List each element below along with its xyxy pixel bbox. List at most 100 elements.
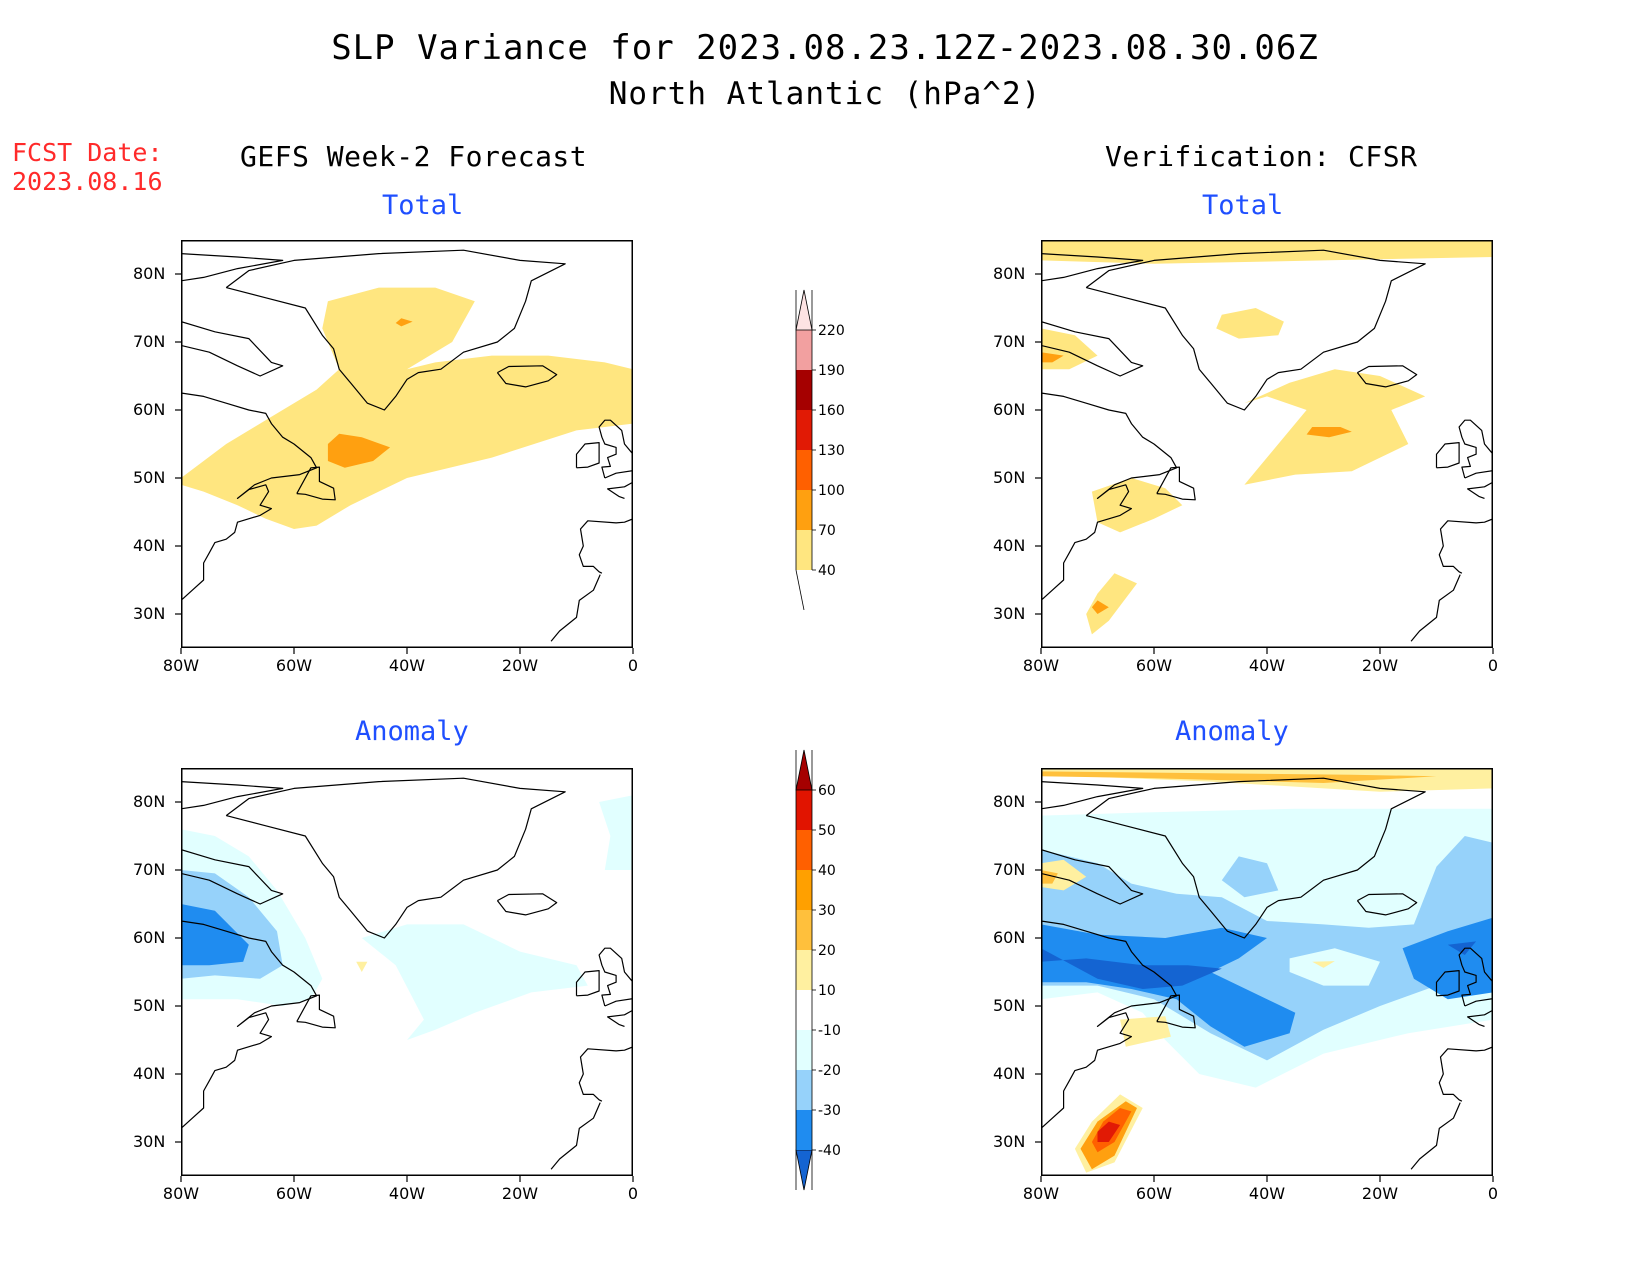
lat-tick-label: 70N <box>133 332 166 351</box>
coastline <box>550 574 601 642</box>
coastline <box>225 249 566 411</box>
lat-tick-label: 40N <box>133 536 166 555</box>
contour-fill-paleyellow <box>1120 1016 1171 1047</box>
coastline <box>1467 999 1493 1027</box>
fcst-date-block: FCST Date: 2023.08.16 <box>12 138 163 196</box>
lat-tick-label: 60N <box>133 400 166 419</box>
lon-tick-label: 60W <box>1135 1184 1173 1203</box>
colorbar-total: 40 70 100 130 160 190 220 <box>795 289 845 610</box>
axis-ticks <box>175 801 634 1182</box>
lat-tick-label: 50N <box>133 468 166 487</box>
coastline <box>181 849 284 905</box>
coastline <box>598 947 633 1007</box>
coastline <box>1438 518 1493 574</box>
coastline <box>575 970 600 997</box>
coastline <box>496 365 558 388</box>
colorbar-swatch <box>796 870 812 910</box>
contour-fill-orange <box>327 433 391 468</box>
colorbar-label: 100 <box>818 483 845 499</box>
colorbar-label: 40 <box>818 563 836 579</box>
coastline <box>1041 321 1144 377</box>
column-heading-verification: Verification: CFSR <box>1105 140 1418 173</box>
coastline <box>1085 777 1426 939</box>
coastline <box>1467 471 1493 499</box>
lat-tick-label: 50N <box>993 468 1026 487</box>
colorbar-anomaly: -40 -30 -20 -10 10 20 30 40 50 60 <box>795 749 841 1191</box>
contour-fill-orange <box>1041 352 1064 363</box>
lon-tick-label: 80W <box>162 1184 200 1203</box>
coastline <box>296 466 336 501</box>
colorbar-label: -20 <box>818 1063 841 1079</box>
lat-tick-label: 60N <box>993 928 1026 947</box>
coastline <box>1435 970 1460 997</box>
contour-fill-lightorange <box>1041 870 1058 884</box>
page-subtitle: North Atlantic (hPa^2) <box>608 76 1042 112</box>
colorbar-swatch <box>796 910 812 950</box>
colorbar-label: 60 <box>818 783 836 799</box>
coastline <box>1458 947 1493 1007</box>
lon-tick-label: 80W <box>1022 656 1060 675</box>
coastline <box>1041 920 1178 1129</box>
panel-label-verif-anomaly: Anomaly <box>1175 716 1289 747</box>
contour-fill-orange <box>395 318 413 327</box>
coastline <box>1356 893 1418 916</box>
page-title: SLP Variance for 2023.08.23.12Z-2023.08.… <box>331 28 1319 68</box>
contour-fill-paleyellow <box>1312 961 1335 968</box>
lat-tick-label: 40N <box>133 1064 166 1083</box>
colorbar-swatch <box>796 1110 812 1150</box>
contour-fill-yellow <box>181 287 633 529</box>
lat-tick-label: 80N <box>993 792 1026 811</box>
map-frame <box>1041 768 1493 1176</box>
colorbar-swatch <box>795 749 813 791</box>
colorbar-swatch <box>796 990 812 1030</box>
contour-fill-cyan <box>599 795 633 870</box>
lat-tick-label: 80N <box>993 264 1026 283</box>
coastline <box>1041 781 1144 810</box>
lon-tick-label: 40W <box>1248 656 1286 675</box>
lon-tick-label: 0 <box>1487 1184 1499 1203</box>
colorbar-label: -40 <box>818 1143 841 1159</box>
lon-tick-label: 60W <box>275 656 313 675</box>
colorbar-label: 30 <box>818 903 836 919</box>
colorbar-label: 40 <box>818 863 836 879</box>
colorbar-swatch <box>795 1149 813 1191</box>
panel-label-fcst-total: Total <box>382 190 464 221</box>
coastline <box>1156 466 1196 501</box>
lon-tick-label: 0 <box>627 656 639 675</box>
coastline <box>1410 1102 1461 1170</box>
colorbar-swatch <box>795 289 813 331</box>
lat-tick-label: 60N <box>133 928 166 947</box>
contour-fill-paleyellow <box>356 961 368 972</box>
colorbar-label: -30 <box>818 1103 841 1119</box>
lat-tick-label: 30N <box>133 604 166 623</box>
lon-tick-label: 60W <box>1135 656 1173 675</box>
colorbar-swatch <box>796 370 812 410</box>
coastline <box>1410 574 1461 642</box>
lat-tick-label: 40N <box>993 1064 1026 1083</box>
panel-label-verif-total: Total <box>1202 190 1284 221</box>
contour-fill-darkblue <box>1041 948 1222 989</box>
colorbar-swatch <box>796 530 812 570</box>
map-fcst-total <box>181 240 633 648</box>
colorbar-swatch <box>796 490 812 530</box>
coastline <box>1435 442 1460 469</box>
contour-fill-cyan <box>1289 948 1380 986</box>
lat-tick-label: 70N <box>993 860 1026 879</box>
coastline <box>575 442 600 469</box>
axis-ticks <box>1035 273 1494 654</box>
contour-fill-lightblue <box>1221 856 1279 898</box>
lon-tick-label: 60W <box>275 1184 313 1203</box>
map-verif-total <box>1041 240 1493 648</box>
colorbar-label: -10 <box>818 1023 841 1039</box>
contour-fill-yellow <box>1216 308 1284 339</box>
column-heading-forecast: GEFS Week-2 Forecast <box>240 140 588 173</box>
colorbar-swatch <box>796 830 812 870</box>
colorbar-swatch <box>796 330 812 370</box>
coastline <box>1438 1046 1493 1102</box>
contour-fill-midblue <box>1402 917 1493 1000</box>
lon-tick-label: 80W <box>162 656 200 675</box>
coastline <box>1458 419 1493 479</box>
coastline <box>1041 392 1178 601</box>
coastline <box>598 419 633 479</box>
panel-label-fcst-anomaly: Anomaly <box>355 716 469 747</box>
